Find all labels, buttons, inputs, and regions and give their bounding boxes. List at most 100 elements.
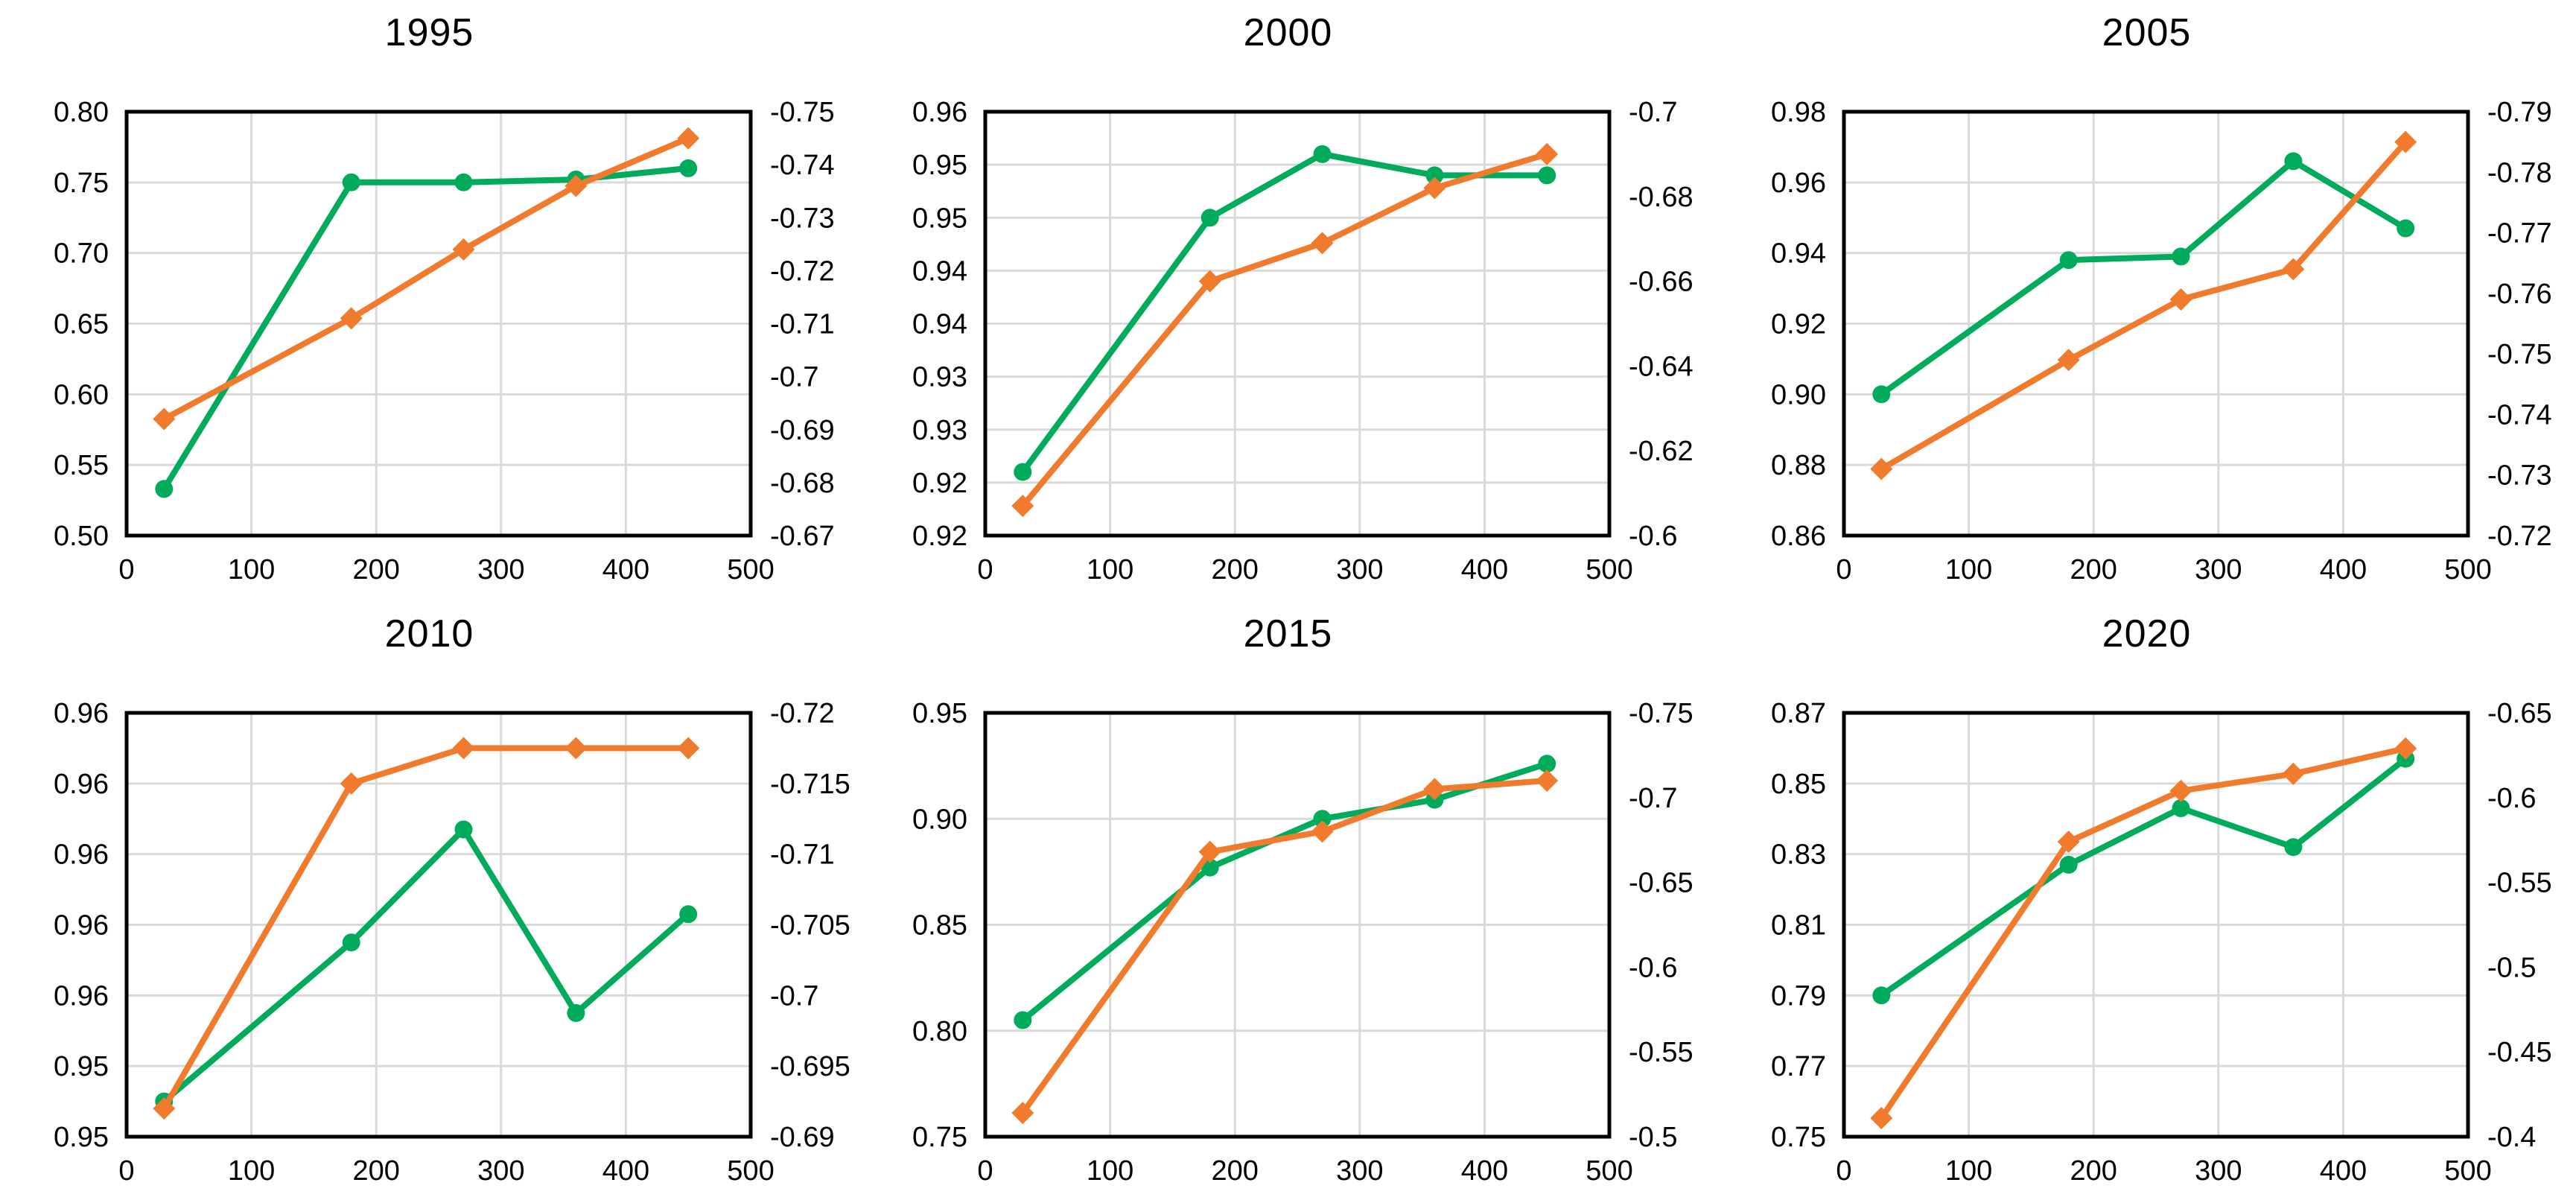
series-green-circles-marker — [342, 173, 360, 191]
series-orange-diamonds-marker — [1870, 1106, 1893, 1129]
left-axis-tick-label: 0.94 — [1771, 238, 1826, 270]
left-axis-tick-label: 0.92 — [912, 468, 967, 499]
right-axis-tick-label: -0.72 — [2487, 521, 2552, 552]
x-axis-tick-label: 0 — [977, 1155, 993, 1187]
series-orange-diamonds-marker — [1536, 142, 1559, 165]
right-axis-tick-label: -0.65 — [1629, 868, 1694, 899]
series-orange-diamonds-marker — [1423, 177, 1446, 200]
series-green-circles-marker — [567, 1004, 585, 1022]
x-axis-tick-label: 300 — [1336, 554, 1383, 585]
x-axis-tick-label: 200 — [2070, 1155, 2117, 1187]
left-axis-tick-label: 0.95 — [912, 150, 967, 181]
series-orange-diamonds-marker — [1311, 232, 1334, 255]
series-orange-diamonds-marker — [340, 772, 363, 795]
plot-frame — [124, 109, 753, 538]
right-axis-tick-label: -0.71 — [770, 309, 835, 340]
series-green-circles-marker — [2284, 838, 2303, 857]
chart-title-1995: 1995 — [384, 11, 474, 54]
series-orange-diamonds-line — [1020, 150, 1551, 510]
left-axis-tick-label: 0.87 — [1771, 698, 1826, 729]
series-orange-diamonds-marker — [153, 1097, 176, 1120]
left-axis-tick-label: 0.96 — [54, 839, 109, 871]
series-green-circles-marker — [1538, 166, 1556, 185]
x-axis-tick-label: 100 — [1945, 1155, 1992, 1187]
left-axis-tick-label: 0.81 — [1771, 910, 1826, 942]
left-axis-tick-label: 0.96 — [54, 980, 109, 1012]
x-axis-tick-label: 0 — [118, 1155, 134, 1187]
left-axis-tick-label: 0.96 — [54, 910, 109, 942]
x-axis-tick-label: 400 — [602, 554, 649, 585]
series-orange-diamonds-line — [161, 745, 692, 1112]
series-orange-diamonds-marker — [2282, 762, 2305, 785]
x-axis-tick-label: 200 — [352, 554, 399, 585]
left-axis-tick-label: 0.95 — [54, 1051, 109, 1082]
right-axis-tick-label: -0.6 — [2487, 783, 2536, 814]
left-axis-tick-label: 0.95 — [912, 203, 967, 234]
chart-title-2015: 2015 — [1243, 612, 1333, 656]
plot-frame — [983, 711, 1612, 1139]
x-axis-tick-label: 500 — [727, 554, 774, 585]
right-axis-tick-label: -0.78 — [2487, 157, 2552, 188]
series-orange-diamonds-marker — [1011, 495, 1034, 518]
x-axis-tick-label: 300 — [1336, 1155, 1383, 1187]
series-orange-diamonds-marker — [1311, 820, 1334, 843]
x-axis-tick-label: 300 — [477, 554, 524, 585]
series-green-circles-marker — [155, 480, 174, 498]
x-axis-tick-label: 0 — [1836, 1155, 1851, 1187]
left-axis-tick-label: 0.80 — [912, 1016, 967, 1047]
x-axis-tick-label: 200 — [2070, 554, 2117, 585]
right-axis-tick-label: -0.715 — [770, 769, 850, 800]
series-green-circles-marker — [2172, 247, 2190, 266]
left-axis-tick-label: 0.60 — [54, 379, 109, 410]
series-green-circles-line — [1020, 761, 1551, 1023]
left-axis-tick-label: 0.96 — [912, 97, 967, 128]
left-axis-tick-label: 0.85 — [1771, 769, 1826, 800]
plot-frame — [1842, 711, 2470, 1139]
series-green-circles-marker — [679, 159, 698, 177]
series-orange-diamonds-marker — [153, 407, 176, 431]
chart-title-2010: 2010 — [384, 612, 474, 656]
right-axis-tick-label: -0.7 — [1629, 783, 1677, 814]
series-orange-diamonds-line — [1878, 139, 2409, 472]
left-axis-tick-label: 0.92 — [1771, 309, 1826, 340]
left-axis-tick-label: 0.92 — [912, 521, 967, 552]
series-orange-diamonds-marker — [2057, 830, 2080, 853]
x-axis-tick-label: 300 — [2195, 554, 2242, 585]
right-axis-tick-label: -0.71 — [770, 839, 835, 871]
series-green-circles-marker — [1872, 385, 1891, 404]
right-axis-tick-label: -0.72 — [770, 698, 835, 729]
series-orange-diamonds-marker — [1198, 270, 1221, 293]
left-axis-tick-label: 0.96 — [1771, 168, 1826, 199]
chart-cell-2010: 2010 0.96 0.96 0.96 0.96 0.96 0.95 0.95 -0.72 -0… — [0, 601, 859, 1203]
plot-frame — [124, 711, 753, 1139]
series-orange-diamonds-marker — [1423, 778, 1446, 801]
chart-plot-2005: 0.98 0.96 0.94 0.92 0.90 0.88 0.86 -0.79 -0.78 -0… — [1771, 97, 2552, 585]
right-axis-tick-label: -0.74 — [2487, 399, 2552, 431]
left-axis-tick-label: 0.95 — [912, 698, 967, 729]
left-axis-tick-label: 0.96 — [54, 769, 109, 800]
right-axis-tick-label: -0.75 — [770, 97, 835, 128]
right-axis-tick-label: -0.4 — [2487, 1122, 2536, 1153]
x-axis-tick-label: 300 — [477, 1155, 524, 1187]
right-axis-tick-label: -0.69 — [770, 1122, 835, 1153]
series-green-circles-marker — [454, 820, 473, 839]
series-green-circles-line — [1878, 755, 2409, 999]
left-axis-tick-label: 0.75 — [54, 168, 109, 199]
left-axis-tick-label: 0.86 — [1771, 521, 1826, 552]
left-axis-tick-label: 0.88 — [1771, 450, 1826, 481]
right-axis-tick-label: -0.66 — [1629, 267, 1694, 298]
right-axis-tick-label: -0.65 — [2487, 698, 2552, 729]
left-axis-tick-label: 0.55 — [54, 450, 109, 481]
left-axis-tick-label: 0.96 — [54, 698, 109, 729]
x-axis-tick-label: 0 — [977, 554, 993, 585]
chart-cell-2020: 2020 0.87 0.85 0.83 0.81 0.79 0.77 0.75 -0.65 -0… — [1717, 601, 2576, 1203]
x-axis-tick-label: 200 — [1211, 554, 1258, 585]
right-axis-tick-label: -0.67 — [770, 521, 835, 552]
series-green-circles-line — [1878, 158, 2409, 398]
series-green-circles-marker — [679, 905, 698, 924]
chart-title-2020: 2020 — [2102, 612, 2192, 656]
right-axis-tick-label: -0.7 — [770, 362, 818, 393]
chart-cell-1995: 1995 0.80 0.75 0.70 0.65 0.60 0.55 0.50 -0.75 -0… — [0, 0, 859, 601]
series-orange-diamonds-marker — [677, 737, 700, 760]
x-axis-tick-label: 400 — [1461, 554, 1508, 585]
